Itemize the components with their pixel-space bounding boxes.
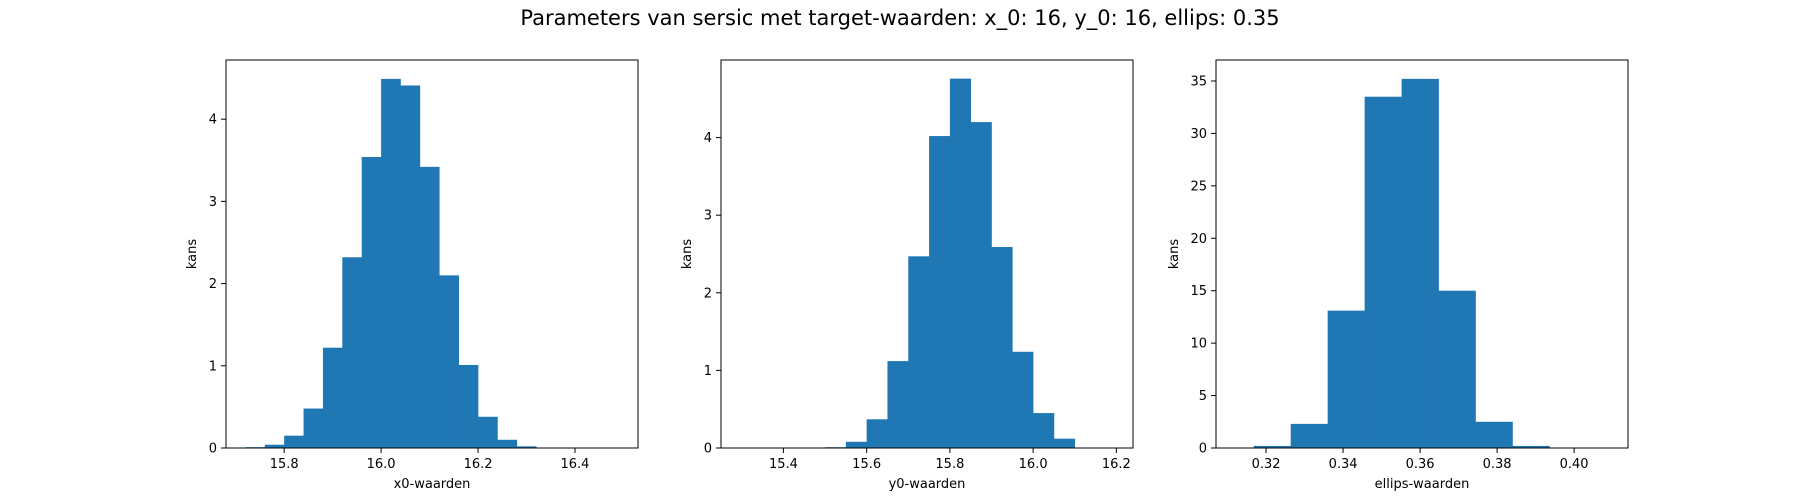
ellips-bar	[1512, 445, 1550, 448]
y0-xtick-label: 16.0	[1019, 457, 1048, 472]
x0-bar	[322, 347, 343, 448]
ellips-xtick-label: 0.32	[1252, 457, 1281, 472]
x0-ytick-label: 1	[209, 359, 217, 374]
x0-bar	[458, 364, 479, 448]
y0-bar	[1012, 351, 1034, 448]
x0-bar	[264, 444, 285, 448]
x0-bar	[439, 275, 459, 448]
x0-bar	[342, 257, 363, 448]
ellips-histogram-panel: ellips-waarden kans 0.32 0.34 0.36 0.38 0.40…	[1167, 59, 1629, 492]
ellips-ytick-label: 15	[1190, 284, 1207, 299]
ellips-ytick-label: 0	[1199, 442, 1207, 457]
x0-histogram-panel: x0-waarden kans 15.8 16.0 16.2 16.4 0 1 2 3 4	[185, 59, 639, 492]
y0-bar	[1053, 438, 1076, 448]
y0-bar	[887, 361, 909, 448]
x0-xtick-label: 16.0	[367, 457, 396, 472]
y0-bar	[845, 441, 867, 448]
ellips-axes-frame	[1215, 59, 1629, 449]
ellips-bar	[1253, 445, 1291, 448]
y0-xtick-label: 16.2	[1102, 457, 1131, 472]
y0-bar	[949, 78, 971, 449]
x0-ytick-label: 2	[209, 277, 217, 292]
y0-xlabel: y0-waarden	[889, 477, 966, 492]
ellips-bar	[1475, 421, 1513, 448]
x0-bar	[419, 166, 440, 448]
ellips-ytick-label: 35	[1190, 74, 1207, 89]
ellips-bar	[1364, 96, 1402, 449]
y0-ytick-label: 3	[704, 209, 712, 224]
x0-ytick-label: 0	[209, 442, 217, 457]
y0-ytick-label: 0	[704, 442, 712, 457]
ellips-xtick-label: 0.36	[1406, 457, 1435, 472]
ellips-ytick-label: 20	[1190, 232, 1207, 247]
x0-bar	[478, 416, 498, 448]
x0-xtick-label: 16.4	[561, 457, 590, 472]
y0-xtick-label: 15.6	[852, 457, 881, 472]
y0-xtick-label: 15.4	[769, 457, 798, 472]
y0-ytick-label: 4	[704, 131, 712, 146]
ellips-ytick-label: 25	[1190, 179, 1207, 194]
ellips-xtick-label: 0.38	[1483, 457, 1512, 472]
y0-ytick-label: 2	[704, 286, 712, 301]
y0-bar	[991, 247, 1013, 448]
x0-axes-frame	[225, 59, 639, 449]
x0-ytick-label: 3	[209, 195, 217, 210]
ellips-xlabel: ellips-waarden	[1375, 477, 1470, 492]
ellips-bar	[1401, 78, 1439, 449]
x0-xlabel: x0-waarden	[394, 477, 471, 492]
ellips-bar	[1290, 423, 1328, 448]
ellips-bar	[1327, 310, 1365, 448]
x0-bar	[497, 439, 518, 448]
x0-ytick-label: 4	[209, 113, 217, 128]
y0-axes-frame	[720, 59, 1134, 449]
y0-ylabel: kans	[680, 239, 695, 270]
ellips-xtick-label: 0.40	[1560, 457, 1589, 472]
y0-xtick-label: 15.8	[935, 457, 964, 472]
ellips-ytick-label: 5	[1199, 389, 1207, 404]
x0-bar	[284, 435, 304, 448]
y0-bar	[1033, 413, 1055, 448]
y0-bar	[908, 256, 930, 448]
x0-bar	[516, 446, 537, 448]
ellips-bar	[1438, 290, 1476, 448]
ellips-ytick-label: 10	[1190, 337, 1207, 352]
x0-bar	[361, 157, 382, 448]
x0-bar	[381, 78, 401, 449]
ellips-xtick-label: 0.34	[1329, 457, 1358, 472]
x0-bar	[303, 408, 324, 448]
x0-xtick-label: 15.8	[270, 457, 299, 472]
ellips-ylabel: kans	[1167, 239, 1182, 270]
y0-ytick-label: 1	[704, 364, 712, 379]
figure-title: Parameters van sersic met target-waarden…	[520, 6, 1280, 30]
x0-bar	[400, 85, 421, 449]
y0-histogram-panel: y0-waarden kans 15.4 15.6 15.8 16.0 16.2 0 1 2 3…	[680, 59, 1134, 492]
x0-xtick-label: 16.2	[464, 457, 493, 472]
y0-bar	[866, 419, 888, 448]
x0-ylabel: kans	[185, 239, 200, 270]
y0-bar	[929, 136, 951, 448]
ellips-ytick-label: 30	[1190, 127, 1207, 142]
y0-bar	[970, 122, 992, 448]
